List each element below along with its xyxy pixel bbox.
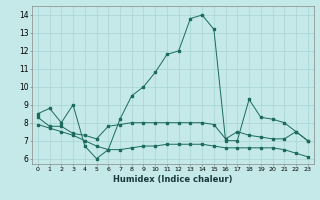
X-axis label: Humidex (Indice chaleur): Humidex (Indice chaleur) [113,175,233,184]
